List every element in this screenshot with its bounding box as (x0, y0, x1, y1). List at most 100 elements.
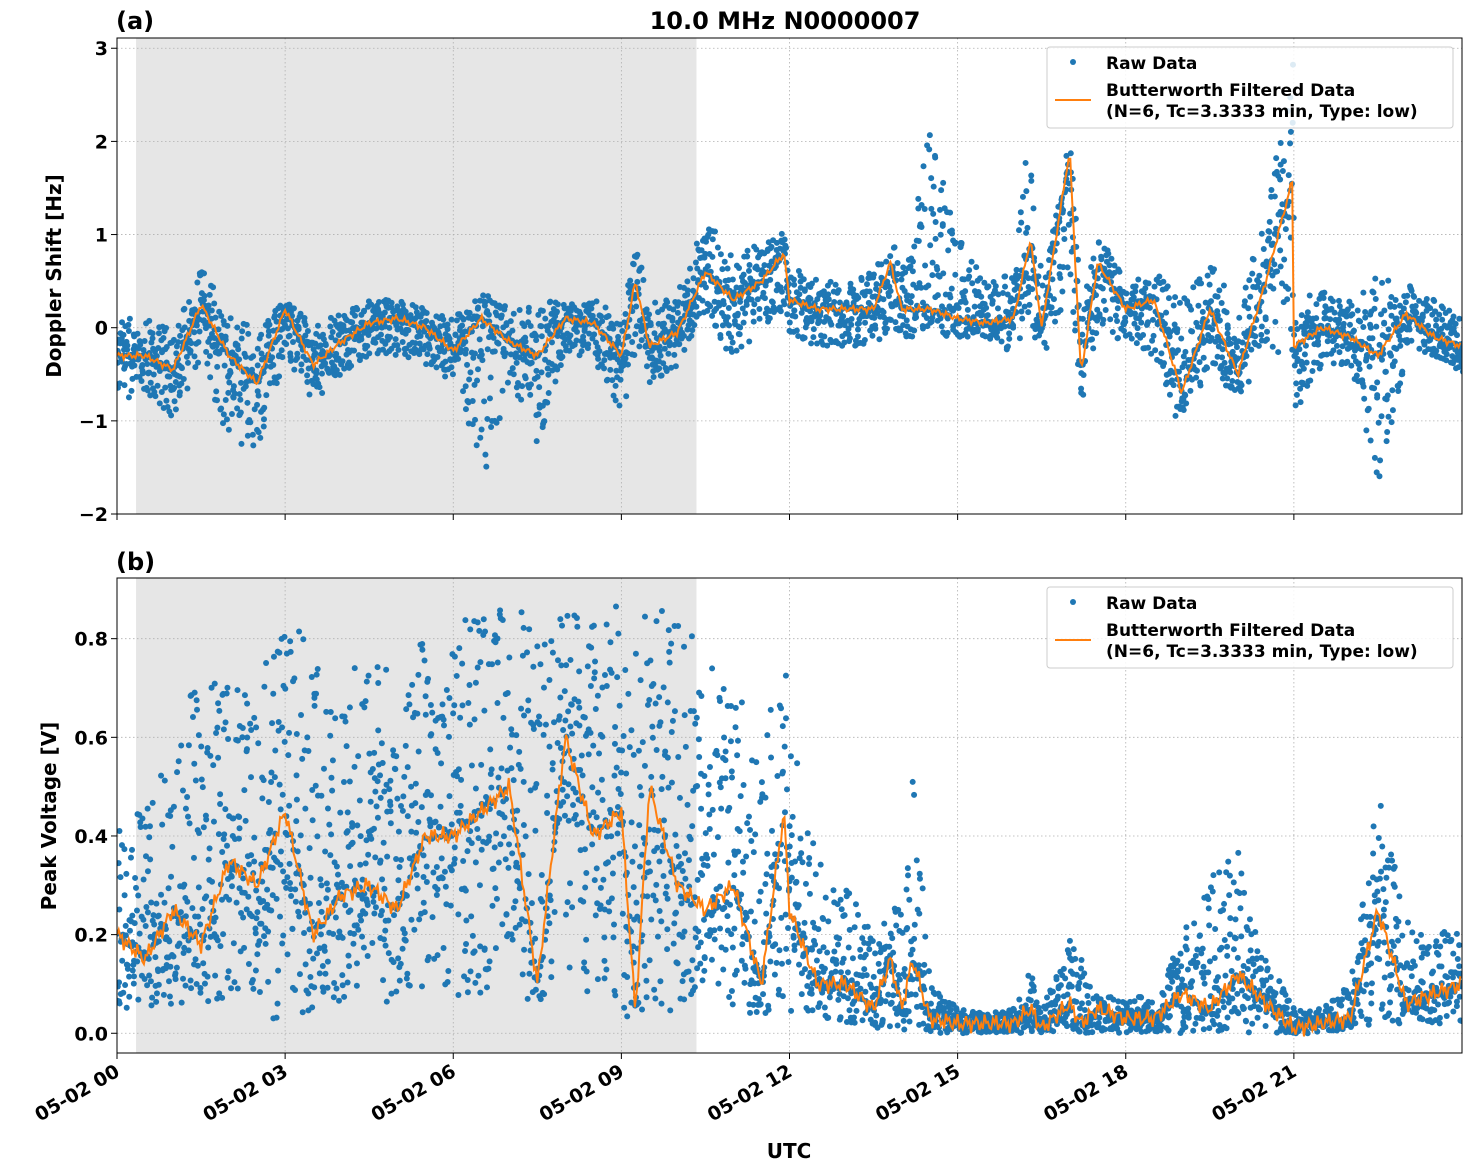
raw-data-point (200, 824, 207, 831)
raw-data-point (1433, 316, 1440, 323)
raw-data-point (239, 725, 246, 732)
raw-data-point (195, 732, 202, 739)
raw-data-point (539, 898, 546, 905)
raw-data-point (206, 291, 213, 298)
raw-data-point (328, 831, 335, 838)
raw-data-point (439, 701, 446, 708)
raw-data-point (530, 663, 537, 670)
raw-data-point (387, 820, 394, 827)
raw-data-point (268, 779, 275, 786)
raw-data-point (928, 175, 935, 182)
raw-data-point (848, 316, 855, 323)
raw-data-point (345, 952, 352, 959)
raw-data-point (1433, 322, 1440, 329)
raw-data-point (1378, 413, 1385, 420)
raw-data-point (1182, 348, 1189, 355)
raw-data-point (126, 927, 133, 934)
raw-data-point (1416, 297, 1423, 304)
raw-data-point (520, 624, 527, 631)
raw-data-point (756, 306, 763, 313)
raw-data-point (1239, 339, 1246, 346)
raw-data-point (821, 318, 828, 325)
raw-data-point (462, 328, 469, 335)
raw-data-point (387, 808, 394, 815)
raw-data-point (354, 306, 361, 313)
y-tick-label: −1 (79, 411, 108, 433)
raw-data-point (509, 327, 516, 334)
panel-b-label: (b) (116, 548, 155, 576)
raw-data-point (399, 339, 406, 346)
raw-data-point (1080, 391, 1087, 398)
raw-data-point (168, 873, 175, 880)
raw-data-point (934, 266, 941, 273)
raw-data-point (777, 308, 784, 315)
raw-data-point (1419, 313, 1426, 320)
raw-data-point (1397, 342, 1404, 349)
raw-data-point (1219, 354, 1226, 361)
raw-data-point (1236, 314, 1243, 321)
raw-data-point (258, 920, 265, 927)
raw-data-point (339, 358, 346, 365)
raw-data-point (396, 864, 403, 871)
raw-data-point (374, 664, 381, 671)
raw-data-point (341, 713, 348, 720)
raw-data-point (331, 979, 338, 986)
raw-data-point (1329, 298, 1336, 305)
raw-data-point (831, 299, 838, 306)
raw-data-point (197, 989, 204, 996)
raw-data-point (545, 390, 552, 397)
raw-data-point (392, 766, 399, 773)
raw-data-point (198, 743, 205, 750)
raw-data-point (1427, 305, 1434, 312)
raw-data-point (1346, 321, 1353, 328)
raw-data-point (160, 335, 167, 342)
raw-data-point (191, 353, 198, 360)
raw-data-point (539, 307, 546, 314)
raw-data-point (516, 748, 523, 755)
raw-data-point (1224, 325, 1231, 332)
raw-data-point (1381, 307, 1388, 314)
raw-data-point (239, 328, 246, 335)
raw-data-point (1314, 338, 1321, 345)
raw-data-point (944, 329, 951, 336)
raw-data-point (236, 391, 243, 398)
raw-data-point (516, 306, 523, 313)
raw-data-point (1214, 312, 1221, 319)
raw-data-point (1298, 323, 1305, 330)
raw-data-point (1059, 288, 1066, 295)
raw-data-point (122, 932, 129, 939)
raw-data-point (911, 243, 918, 250)
raw-data-point (191, 329, 198, 336)
raw-data-point (265, 928, 272, 935)
raw-data-point (185, 937, 192, 944)
raw-data-point (1134, 325, 1141, 332)
raw-data-point (1109, 329, 1116, 336)
raw-data-point (1439, 305, 1446, 312)
raw-data-point (1100, 297, 1107, 304)
raw-data-point (1446, 307, 1453, 314)
raw-data-point (514, 380, 521, 387)
raw-data-point (184, 898, 191, 905)
raw-data-point (767, 276, 774, 283)
raw-data-point (347, 863, 354, 870)
raw-data-point (292, 886, 299, 893)
raw-data-point (897, 327, 904, 334)
raw-data-point (373, 803, 380, 810)
raw-data-point (567, 656, 574, 663)
raw-data-point (302, 909, 309, 916)
raw-data-point (211, 300, 218, 307)
raw-data-point (488, 766, 495, 773)
raw-data-point (247, 720, 254, 727)
raw-data-point (1002, 273, 1009, 280)
raw-data-point (471, 716, 478, 723)
legend-raw-marker (1070, 59, 1076, 65)
raw-data-point (900, 313, 907, 320)
raw-data-point (913, 314, 920, 321)
raw-data-point (147, 379, 154, 386)
raw-data-point (1297, 399, 1304, 406)
raw-data-point (1385, 326, 1392, 333)
raw-data-point (279, 940, 286, 947)
raw-data-point (638, 337, 645, 344)
raw-data-point (543, 928, 550, 935)
raw-data-point (499, 921, 506, 928)
